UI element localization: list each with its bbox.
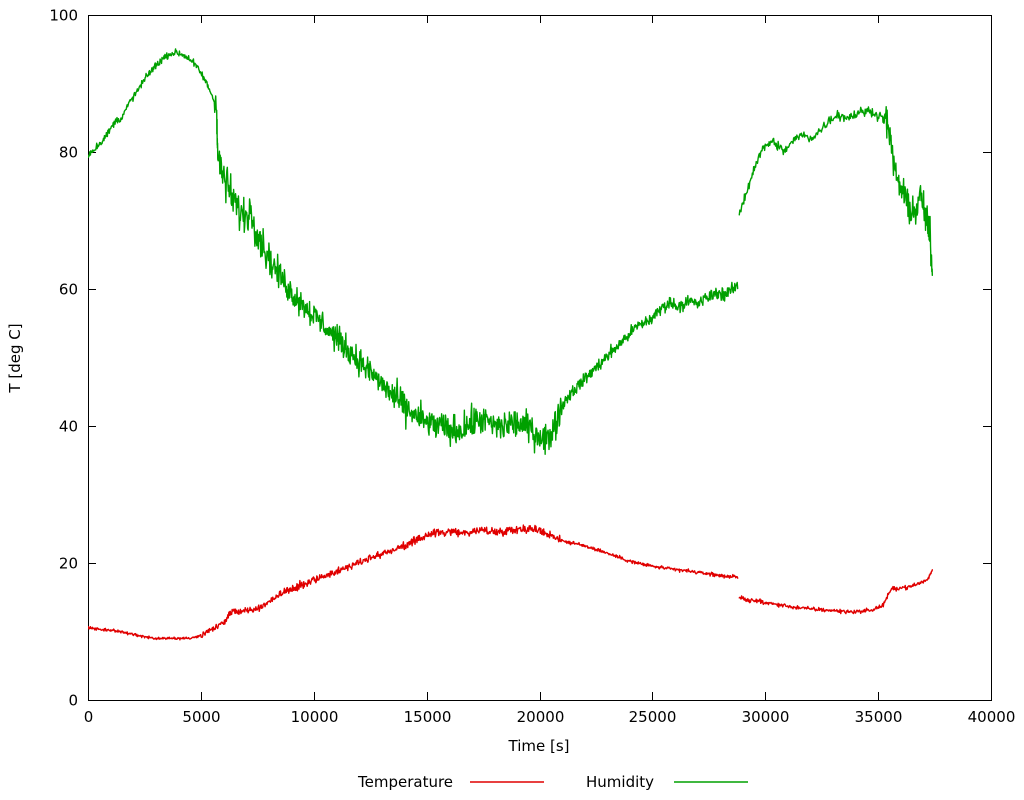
x-axis-title: Time [s] — [508, 737, 570, 755]
x-tick-label: 0 — [84, 708, 94, 726]
x-axis-ticks: 0 5000 10000 15000 20000 25000 30000 35000 40000 — [84, 15, 1016, 726]
series-line-temperature — [88, 524, 934, 641]
x-tick-label: 40000 — [968, 708, 1016, 726]
y-tick-label: 100 — [49, 7, 78, 25]
x-tick-label: 15000 — [404, 708, 452, 726]
x-tick-label: 35000 — [855, 708, 903, 726]
series-line-humidity — [88, 48, 934, 455]
chart-legend: Temperature Humidity — [357, 773, 748, 791]
legend-label-humidity: Humidity — [586, 773, 654, 791]
x-tick-label: 5000 — [182, 708, 220, 726]
y-tick-label: 20 — [59, 555, 78, 573]
x-tick-label: 25000 — [629, 708, 677, 726]
y-axis-title: T [deg C] — [6, 323, 24, 393]
y-tick-label: 0 — [68, 692, 78, 710]
y-axis-ticks: 0 20 40 60 80 100 — [49, 7, 991, 710]
x-tick-label: 10000 — [291, 708, 339, 726]
y-tick-label: 40 — [59, 418, 78, 436]
x-tick-label: 30000 — [742, 708, 790, 726]
y-tick-label: 80 — [59, 144, 78, 162]
data-series-layer — [88, 48, 934, 641]
y-tick-label: 60 — [59, 281, 78, 299]
x-tick-label: 20000 — [517, 708, 565, 726]
legend-label-temperature: Temperature — [357, 773, 453, 791]
